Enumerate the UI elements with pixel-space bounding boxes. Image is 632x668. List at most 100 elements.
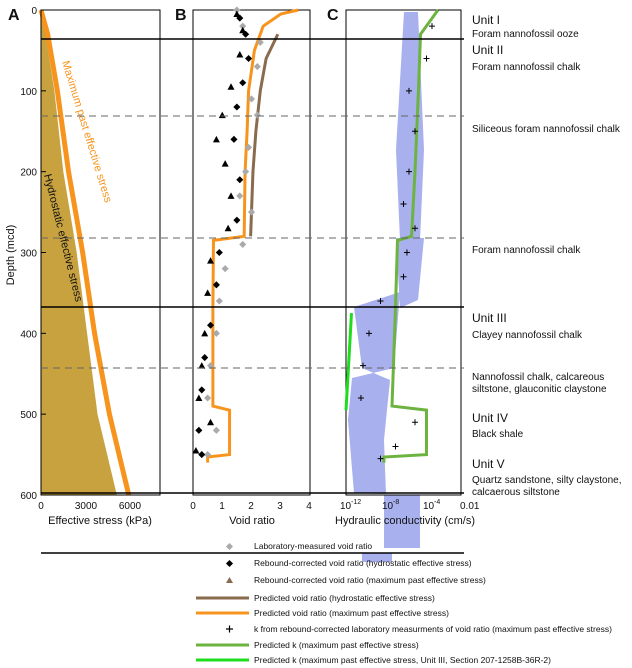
legend-item-pred-k: Predicted k (maximum past effective stre… [196,640,419,650]
svg-text:Rebound-corrected void ratio (: Rebound-corrected void ratio (maximum pa… [254,575,486,585]
unit-name-1: Unit I [472,13,500,27]
svg-text:10: 10 [382,501,394,512]
rebound-hydro-point [233,103,241,111]
rebound-hydro-point [230,135,238,143]
y-axis-ticks: 0 100 200 300 400 500 600 [20,6,46,502]
panel-b-xtick-1: 1 [219,501,225,512]
k-point [377,455,384,462]
svg-text:Predicted k (maximum past effe: Predicted k (maximum past effective stre… [254,655,551,665]
y-tick-label: 300 [20,249,37,260]
lab-void-point [233,6,241,14]
k-point [412,128,418,135]
panel-c-frame [345,9,462,496]
lab-void-point [242,168,250,176]
rebound-max-point [227,83,235,90]
lab-void-point [247,208,256,216]
k-point [412,419,418,426]
svg-text:Predicted k (maximum past effe: Predicted k (maximum past effective stre… [254,640,419,650]
k-range-fill-lower [348,292,400,494]
rebound-hydro-point [212,281,220,289]
panel-c-hydraulic-conductivity: Hydraulic conductivity (cm/s) 10 -12 10 … [335,9,480,562]
unit-desc-7: Black shale [472,429,524,440]
y-tick-label: 100 [20,87,37,98]
rebound-hydro-point [236,176,244,184]
svg-text:-4: -4 [434,499,440,506]
legend-item-pred-void-hydro: Predicted void ratio (hydrostatic effect… [196,593,435,603]
lab-void-point [247,95,256,103]
unit-name-2: Unit II [472,43,503,57]
panel-a-effective-stress: Effective stress (kPa) 0 3000 6000 Maxim… [38,9,161,527]
svg-text:Predicted void ratio (hydrosta: Predicted void ratio (hydrostatic effect… [254,593,435,603]
rebound-hydro-point [233,216,241,224]
lab-void-point [253,111,261,119]
k-point [392,443,399,450]
svg-text:10: 10 [340,501,352,512]
panel-c-xtick-2: 10 -4 [423,499,440,512]
lab-void-point [212,426,220,434]
lab-void-point [221,265,229,273]
lab-void-point [239,22,247,30]
panel-b-frame [192,9,311,496]
rebound-hydro-point [239,79,247,87]
svg-text:k from rebound-corrected labor: k from rebound-corrected laboratory meas… [254,624,612,634]
svg-text:Rebound-corrected void ratio (: Rebound-corrected void ratio (hydrostati… [254,558,472,568]
rebound-max-point [201,329,209,337]
unit-desc-3: Siliceous foram nannofossil chalk [472,124,621,135]
panel-c-xtick-1: 10 -8 [382,499,399,512]
unit-name-4: Unit IV [472,411,508,425]
rebound-hydro-point [245,54,253,63]
rebound-max-point [192,447,200,454]
svg-text:-12: -12 [351,499,361,506]
k-point [405,87,412,94]
legend-item-pred-void-max: Predicted void ratio (maximum past effec… [196,608,449,618]
y-tick-label: 200 [20,168,37,179]
panel-letter-b: B [175,7,187,24]
rebound-max-point [207,418,215,426]
hydrostatic-stress-area [41,10,117,495]
lab-void-point [245,143,253,151]
panel-c-xtick-3: 0.01 [460,501,480,512]
void-ratio-line-brown [249,33,280,237]
k-point [359,362,366,369]
rebound-max-point [236,50,244,58]
rebound-max-point [218,111,226,119]
unit-annotations: Unit I Foram nannofossil ooze Unit II Fo… [472,13,622,498]
unit-desc-2: Foram nannofossil chalk [472,62,581,73]
rebound-hydro-point [198,451,206,459]
y-tick-label: 500 [20,410,37,421]
rebound-max-point [221,160,229,167]
unit-desc-4: Foram nannofossil chalk [472,245,581,256]
panel-b-xlabel: Void ratio [229,515,275,527]
y-tick-label: 0 [31,6,37,17]
unit-desc-8a: Quartz sandstone, silty claystone, [472,475,622,486]
k-range-fill-unit5 [362,553,392,562]
unit-desc-5: Clayey nannofossil chalk [472,330,583,341]
panel-letter-c: C [327,7,339,24]
lab-void-point [204,394,212,402]
rebound-hydro-point [195,426,203,434]
panel-c-marks [344,9,440,463]
k-point [428,23,435,30]
unit-boundaries [41,38,464,554]
panel-a-xtick-0: 0 [38,501,44,512]
k-point [405,168,412,175]
unit-desc-1: Foram nannofossil ooze [472,29,579,40]
lab-void-point [215,297,223,305]
rebound-max-point [195,394,203,401]
lab-void-point [204,451,212,459]
y-tick-label: 400 [20,329,37,340]
unit-name-5: Unit V [472,457,505,471]
k-point [400,273,407,280]
legend-item-rebound-max: Rebound-corrected void ratio (maximum pa… [226,575,486,585]
k-line-green [382,9,440,463]
rebound-max-point [204,289,212,296]
rebound-max-point [207,257,215,264]
rebound-max-point [198,362,206,369]
panel-a-xlabel: Effective stress (kPa) [48,515,152,527]
k-point [357,395,364,401]
k-range-fill-mid [396,238,424,308]
panel-b-xtick-0: 0 [190,501,196,512]
lab-void-point [239,240,247,248]
rebound-max-point [224,224,232,232]
rebound-hydro-point [201,354,209,362]
